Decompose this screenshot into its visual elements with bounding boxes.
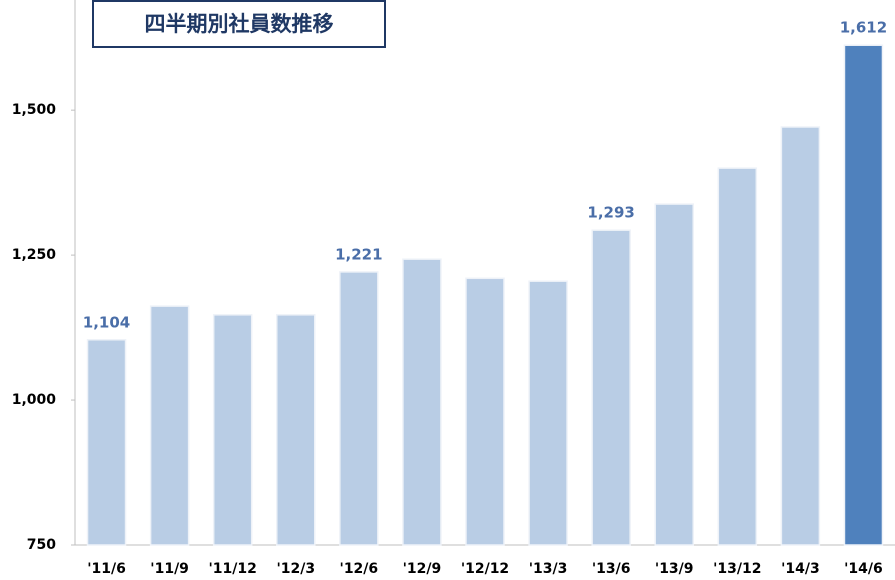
chart-title: 四半期別社員数推移 <box>145 12 334 36</box>
y-tick-label: 1,250 <box>12 247 57 263</box>
y-tick-label: 1,000 <box>12 392 57 408</box>
x-tick-label: '12/6 <box>340 561 379 577</box>
value-label: 1,104 <box>83 313 130 331</box>
x-tick-label: '11/9 <box>150 561 189 577</box>
x-tick-label: '12/9 <box>403 561 442 577</box>
title-box <box>92 0 386 48</box>
x-tick-label: '13/12 <box>713 561 761 577</box>
bar <box>86 339 127 546</box>
bar <box>212 314 253 546</box>
y-tick-label: 1,500 <box>12 102 57 118</box>
x-tick-label: '13/6 <box>592 561 631 577</box>
x-tick-label: '11/6 <box>87 561 126 577</box>
x-tick-label: '13/3 <box>529 561 568 577</box>
x-tick-label: '14/6 <box>844 561 883 577</box>
bar <box>528 280 568 546</box>
x-tick-label: '11/12 <box>209 561 257 577</box>
x-tick-label: '14/3 <box>781 561 820 577</box>
bar <box>780 126 821 546</box>
bar <box>149 305 190 546</box>
bar <box>654 203 694 546</box>
bar <box>465 277 505 546</box>
bar <box>591 229 631 546</box>
y-tick-label: 750 <box>27 537 56 553</box>
value-label: 1,612 <box>840 19 887 37</box>
x-tick-label: '12/3 <box>276 561 315 577</box>
value-label: 1,221 <box>335 245 382 263</box>
value-label: 1,293 <box>587 204 634 222</box>
x-tick-label: '13/9 <box>655 561 694 577</box>
bar <box>402 258 442 546</box>
x-tick-label: '12/12 <box>461 561 509 577</box>
bar <box>339 271 379 546</box>
bar <box>843 44 884 546</box>
bar <box>276 314 316 546</box>
bar <box>717 167 758 546</box>
